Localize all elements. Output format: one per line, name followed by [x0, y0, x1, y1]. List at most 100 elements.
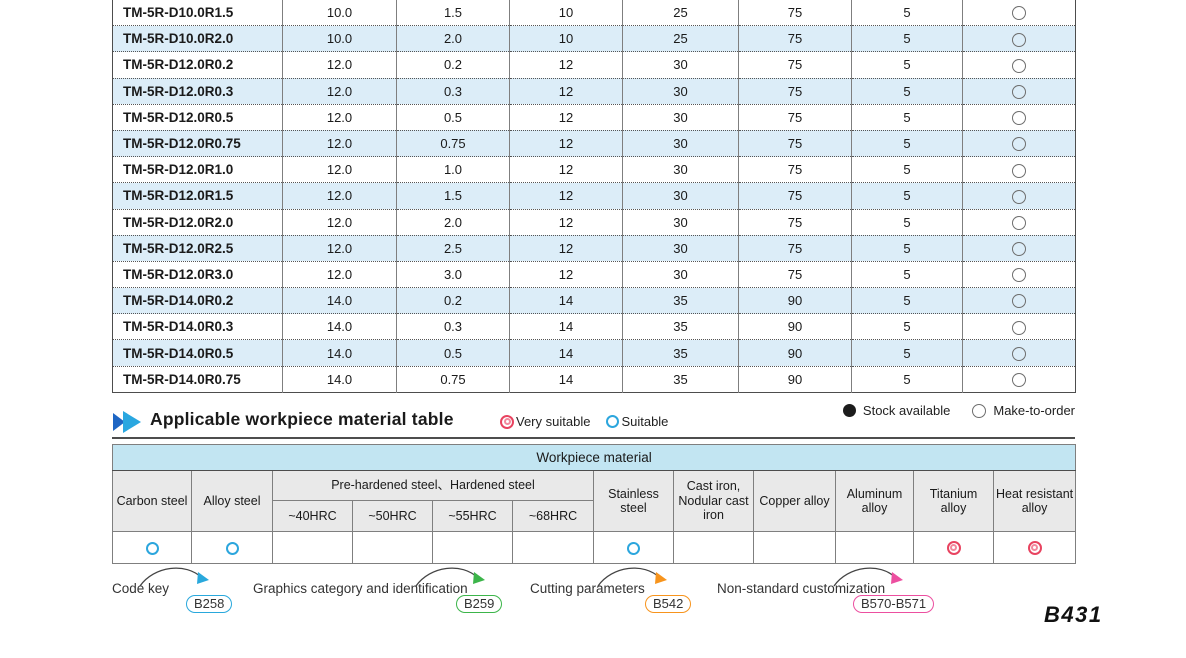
- spec-value-cell: 75: [738, 156, 852, 183]
- spec-value-cell: 10.0: [282, 25, 397, 52]
- workpiece-table: Workpiece material Carbon steel Alloy st…: [111, 444, 1077, 564]
- make-to-order-icon: [1012, 111, 1026, 126]
- wp-mark-cell: [835, 531, 914, 564]
- wp-col-40hrc: ~40HRC: [272, 500, 353, 532]
- section-marker-icon: [112, 410, 144, 439]
- wp-mark-cell: [512, 531, 594, 564]
- spec-table: TM-5R-D10.0R1.5 10.0 1.5 10 25 75 5 TM-5R-D10.0…: [112, 0, 1076, 393]
- spec-value-cell: 35: [622, 365, 739, 393]
- wp-col-titanium-alloy: Titanium alloy: [913, 470, 994, 532]
- very-suitable-icon: [946, 540, 961, 555]
- spec-row: TM-5R-D14.0R0.75 14.0 0.75 14 35 90 5: [112, 365, 1076, 393]
- spec-value-cell: 12.0: [282, 156, 397, 183]
- spec-value-cell: 5: [851, 25, 963, 52]
- page-ref-cutting-parameters[interactable]: B542: [645, 595, 692, 613]
- spec-value-cell: 2.0: [396, 25, 510, 52]
- footer-link-graphics-label: Graphics category and identification: [253, 581, 468, 596]
- wp-mark-cell: [992, 531, 1077, 564]
- spec-value-cell: 30: [622, 129, 739, 157]
- spec-value-cell: 75: [738, 182, 852, 209]
- legend-stock-available: Stock available: [842, 403, 950, 418]
- spec-row: TM-5R-D12.0R2.5 12.0 2.5 12 30 75 5: [112, 234, 1076, 262]
- spec-value-cell: 1.5: [396, 0, 510, 26]
- spec-value-cell: 75: [738, 129, 852, 157]
- page-ref-non-standard[interactable]: B570-B571: [853, 595, 935, 613]
- wp-mark-cell: [432, 531, 513, 564]
- spec-model-cell: TM-5R-D12.0R0.3: [112, 77, 283, 105]
- make-to-order-icon: [1012, 32, 1026, 47]
- wp-mark-cell: [673, 531, 754, 564]
- spec-value-cell: 5: [851, 287, 963, 314]
- wp-mark-cell: [753, 531, 836, 564]
- make-to-order-icon: [1012, 189, 1026, 204]
- make-to-order-icon: [1012, 163, 1026, 178]
- spec-value-cell: 5: [851, 365, 963, 393]
- spec-row: TM-5R-D12.0R0.75 12.0 0.75 12 30 75 5: [112, 129, 1076, 157]
- wp-mark-cell: [112, 531, 192, 564]
- spec-value-cell: 12.0: [282, 260, 397, 288]
- make-to-order-icon: [1012, 294, 1026, 309]
- legend-very-suitable-label: Very suitable: [516, 414, 591, 429]
- make-to-order-icon: [1012, 242, 1026, 257]
- page-number: B431: [1044, 602, 1103, 627]
- spec-value-cell: 0.3: [396, 313, 510, 340]
- spec-model-cell: TM-5R-D14.0R0.3: [112, 313, 283, 340]
- footer-link-cutting-parameters-label: Cutting parameters: [530, 581, 645, 596]
- spec-value-cell: 12.0: [282, 182, 397, 209]
- spec-value-cell: 12: [509, 208, 623, 236]
- spec-value-cell: 75: [738, 234, 852, 262]
- spec-value-cell: 12: [509, 77, 623, 105]
- spec-value-cell: 5: [851, 313, 963, 340]
- spec-row: TM-5R-D12.0R0.2 12.0 0.2 12 30 75 5: [112, 51, 1076, 79]
- legend-make-to-order-label: Make-to-order: [993, 403, 1075, 418]
- spec-value-cell: 0.3: [396, 77, 510, 105]
- suitable-icon: [627, 541, 640, 555]
- spec-value-cell: 5: [851, 234, 963, 262]
- spec-value-cell: 5: [851, 182, 963, 209]
- spec-table-body: TM-5R-D10.0R1.5 10.0 1.5 10 25 75 5 TM-5R-D10.0…: [112, 0, 1076, 393]
- page-ref-graphics[interactable]: B259: [456, 595, 503, 613]
- spec-model-cell: TM-5R-D10.0R2.0: [112, 25, 283, 52]
- spec-value-cell: 75: [738, 77, 852, 105]
- suitable-icon: [145, 541, 159, 555]
- spec-value-cell: 10: [509, 0, 623, 26]
- spec-value-cell: 75: [738, 103, 852, 131]
- footer-link-code-key-label: Code key: [112, 581, 170, 596]
- spec-value-cell: 12: [509, 182, 623, 209]
- spec-value-cell: 30: [622, 77, 739, 105]
- wp-col-stainless-steel: Stainless steel: [593, 470, 674, 532]
- link-arrow-icon: [139, 567, 209, 587]
- spec-row: TM-5R-D10.0R2.0 10.0 2.0 10 25 75 5: [112, 25, 1076, 52]
- spec-value-cell: 0.5: [396, 103, 510, 131]
- make-to-order-icon: [1012, 215, 1026, 230]
- wp-mark-cell: [272, 531, 353, 564]
- spec-model-cell: TM-5R-D12.0R3.0: [112, 260, 283, 288]
- spec-value-cell: 12: [509, 260, 623, 288]
- spec-value-cell: 75: [738, 260, 852, 288]
- very-suitable-icon: [500, 414, 514, 429]
- wp-col-prehardened-group: Pre-hardened steel、Hardened steel: [272, 470, 594, 501]
- spec-model-cell: TM-5R-D12.0R0.5: [112, 103, 283, 131]
- spec-stock-cell: [962, 365, 1076, 393]
- section-divider: [112, 437, 1075, 439]
- wp-col-heat-resistant-alloy: Heat resistant alloy: [992, 470, 1077, 532]
- spec-value-cell: 75: [738, 0, 852, 26]
- spec-stock-cell: [962, 77, 1076, 105]
- spec-value-cell: 25: [622, 25, 739, 52]
- spec-model-cell: TM-5R-D12.0R1.5: [112, 182, 283, 209]
- wp-col-alloy-steel: Alloy steel: [191, 470, 273, 532]
- legend-very-suitable: Very suitable: [500, 414, 590, 429]
- link-arrow-icon: [415, 567, 485, 587]
- wp-col-cast-iron: Cast iron, Nodular cast iron: [673, 470, 754, 532]
- spec-value-cell: 0.2: [396, 51, 510, 79]
- spec-value-cell: 5: [851, 208, 963, 236]
- spec-value-cell: 30: [622, 234, 739, 262]
- spec-stock-cell: [962, 339, 1076, 367]
- wp-mark-cell: [913, 531, 994, 564]
- suitable-icon: [606, 415, 620, 428]
- make-to-order-icon: [1012, 137, 1026, 152]
- page-ref-code-key[interactable]: B258: [186, 595, 233, 613]
- spec-model-cell: TM-5R-D14.0R0.5: [112, 339, 283, 367]
- spec-value-cell: 30: [622, 208, 739, 236]
- make-to-order-icon: [1012, 373, 1026, 387]
